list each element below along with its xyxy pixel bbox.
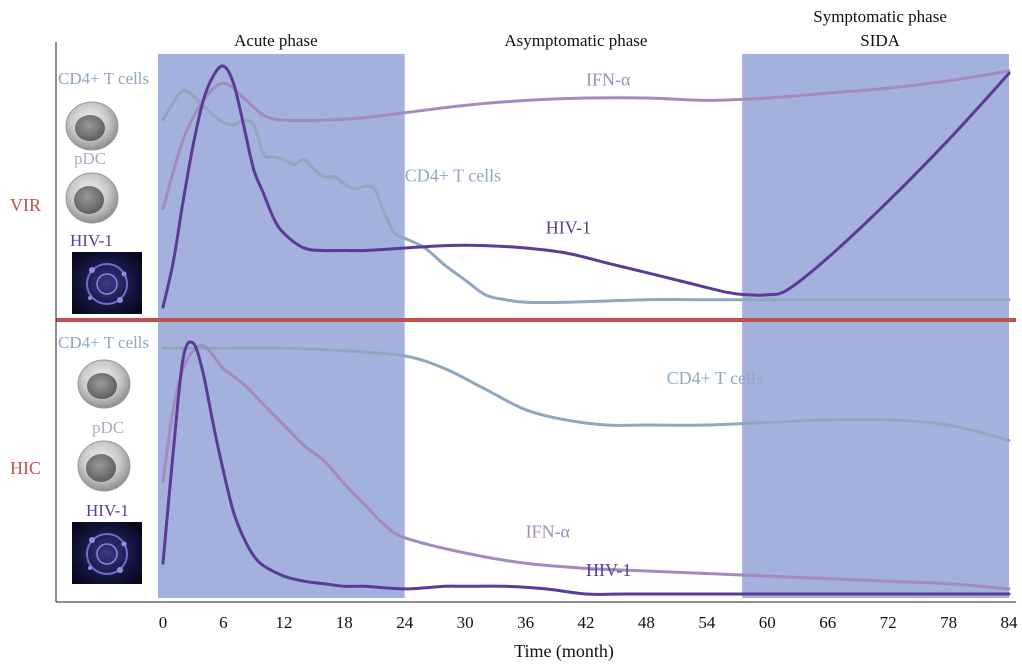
x-tick-label: 72: [880, 613, 897, 632]
series-label-cd4-t-cells: CD4+ T cells: [667, 368, 764, 388]
hic-cd4-legend-label: CD4+ T cells: [58, 333, 149, 352]
hic-group-label: HIC: [10, 458, 41, 478]
symptomatic-phase-label-line2: SIDA: [860, 31, 900, 50]
vir-ifn-line: [161, 69, 1011, 211]
phase-labels: Acute phase Asymptomatic phase Symptomatic…: [234, 7, 947, 50]
phase-bands: [158, 54, 1009, 598]
vir-cd4-t-cells-line: [161, 88, 1011, 304]
x-tick-label: 30: [457, 613, 474, 632]
x-tick-label: 36: [517, 613, 534, 632]
x-tick-label: 12: [275, 613, 292, 632]
hic-ifn-line: [161, 344, 1011, 591]
vir-hiv-1-line: [161, 64, 1011, 309]
hic-legend: CD4+ T cells pDC HIC HIV-1: [10, 333, 149, 584]
series-label-ifn: IFN-α: [526, 522, 571, 542]
x-tick-label: 48: [638, 613, 655, 632]
pdc-cell-icon: [77, 440, 131, 492]
x-tick-label: 0: [159, 613, 168, 632]
hiv-virion-icon: [72, 252, 142, 314]
x-tick-label: 78: [940, 613, 957, 632]
asymptomatic-phase-label: Asymptomatic phase: [504, 31, 647, 50]
x-tick-label: 60: [759, 613, 776, 632]
x-tick-label: 84: [1001, 613, 1019, 632]
symptomatic-phase-band: [742, 54, 1009, 598]
vir-hiv-legend-label: HIV-1: [70, 231, 113, 250]
hic-hiv-legend-label: HIV-1: [86, 501, 129, 520]
vir-group-label: VIR: [10, 195, 41, 215]
x-tick-labels: 0 6 12 18 24 30 36 42 48 54 60 66 72 78 84: [159, 613, 1018, 632]
series-label-ifn: IFN-α: [586, 70, 631, 90]
acute-phase-label: Acute phase: [234, 31, 318, 50]
hiv-virion-icon: [72, 522, 142, 584]
x-tick-label: 24: [396, 613, 414, 632]
x-tick-label: 66: [819, 613, 836, 632]
hic-cd4-t-cells-line: [161, 346, 1011, 442]
x-tick-label: 54: [698, 613, 716, 632]
x-tick-label: 18: [336, 613, 353, 632]
x-tick-label: 6: [219, 613, 228, 632]
cd4-cell-icon: [77, 359, 131, 409]
series-label-hiv-1: HIV-1: [586, 560, 631, 580]
x-axis-label: Time (month): [514, 641, 614, 662]
x-tick-label: 42: [578, 613, 595, 632]
vir-legend: CD4+ T cells pDC VIR HIV-1: [10, 69, 149, 314]
vir-pdc-legend-label: pDC: [74, 149, 106, 168]
acute-phase-band: [158, 54, 405, 598]
series-labels: IFN-α CD4+ T cells HIV-1 CD4+ T cells IFN-α H…: [405, 70, 763, 580]
series-label-hiv-1: HIV-1: [546, 217, 591, 237]
hic-hiv-1-line: [161, 340, 1011, 596]
vir-cd4-legend-label: CD4+ T cells: [58, 69, 149, 88]
series-layer: [161, 64, 1011, 596]
hic-pdc-legend-label: pDC: [92, 418, 124, 437]
symptomatic-phase-label: Symptomatic phase: [813, 7, 947, 26]
cd4-cell-icon: [65, 101, 119, 151]
series-label-cd4-t-cells: CD4+ T cells: [405, 166, 502, 186]
pdc-cell-icon: [65, 172, 119, 224]
